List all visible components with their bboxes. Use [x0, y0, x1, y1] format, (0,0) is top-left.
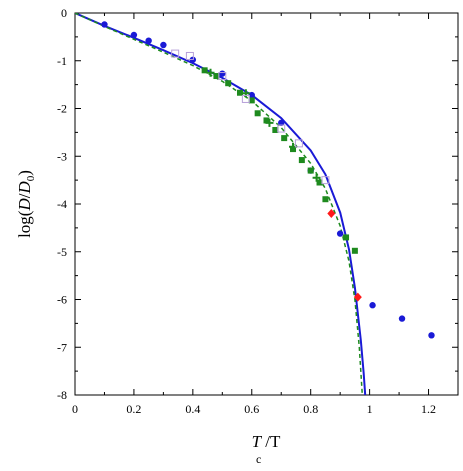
x-tick-label: 0.8: [303, 402, 318, 416]
y-tick-label: -6: [57, 293, 67, 307]
circle-marker: [160, 41, 167, 49]
square-marker: [263, 117, 270, 124]
y-tick-label: -2: [57, 102, 67, 116]
square-marker: [316, 179, 323, 186]
circle-marker: [145, 37, 152, 44]
x-tick-label: 1.2: [421, 402, 436, 416]
square-marker: [343, 234, 350, 241]
square-marker: [322, 196, 329, 203]
y-axis-title-d: D: [15, 198, 34, 212]
diamond-marker: [353, 292, 362, 302]
circle-marker: [101, 21, 108, 28]
circle-marker: [336, 230, 344, 237]
solid-fit-curve: [75, 13, 367, 395]
y-axis-title-post: ): [15, 170, 34, 176]
circle-marker: [428, 332, 435, 339]
square-marker: [201, 67, 208, 74]
x-tick-label: 0.2: [126, 402, 141, 416]
open-square-marker: [241, 94, 250, 103]
square-marker: [298, 157, 305, 164]
plot-frame: [74, 12, 459, 396]
y-axis-title-slash: /: [15, 193, 34, 198]
x-axis-title-t: T: [252, 432, 263, 451]
y-tick-label: -8: [57, 388, 67, 402]
square-marker: [272, 126, 279, 133]
y-tick-label: -3: [57, 149, 67, 163]
x-axis-title-slash: /T: [261, 432, 281, 451]
plus-marker: [265, 118, 274, 127]
axis-ticks: 0 0.2 0.4 0.6 0.8 1 1.2 0 -1 -2 -3 -4 -5 -6 -7 -8: [57, 6, 459, 416]
open-square-marker: [218, 72, 227, 81]
plus-marker: [206, 68, 215, 77]
x-tick-label: 0.4: [185, 402, 200, 416]
x-axis-title-subscript: c: [256, 452, 261, 466]
circle-marker: [248, 91, 255, 99]
y-tick-label: -5: [57, 245, 67, 259]
x-tick-label: 0.6: [244, 402, 259, 416]
circle-marker: [369, 302, 376, 309]
fit-curves: [75, 13, 367, 395]
square-marker: [225, 80, 232, 87]
y-axis-title-subscript: 0: [25, 175, 37, 181]
circle-marker: [219, 70, 226, 77]
x-tick-label: 0: [72, 402, 78, 416]
circle-marker: [278, 119, 285, 127]
open-square-marker: [294, 139, 303, 148]
square-marker: [248, 97, 255, 104]
square-marker: [236, 89, 243, 96]
y-tick-label: -7: [57, 340, 67, 354]
open-square-marker: [171, 49, 180, 58]
y-axis-title-pre: log(: [15, 210, 34, 238]
diamond-marker: [327, 209, 336, 219]
open-square-marker: [277, 124, 286, 133]
square-marker: [307, 167, 314, 174]
open-square-marker: [321, 176, 330, 185]
square-marker: [254, 110, 261, 117]
y-tick-label: 0: [61, 6, 67, 20]
circle-marker: [130, 31, 138, 39]
square-marker: [351, 247, 358, 254]
data-points: [101, 21, 435, 339]
dashed-fit-curve: [75, 13, 364, 395]
x-tick-label: 1: [367, 402, 373, 416]
y-axis-title-d0: D: [15, 181, 34, 195]
y-tick-label: -1: [57, 54, 67, 68]
plus-marker: [312, 173, 321, 182]
open-square-marker: [185, 51, 194, 60]
y-tick-label: -4: [57, 197, 67, 211]
x-axis-title: T /T: [252, 432, 281, 451]
square-marker: [213, 73, 220, 80]
circle-marker: [398, 315, 406, 322]
square-marker: [281, 135, 288, 142]
svg-text:log(D/D0): log(D/D0): [15, 170, 37, 238]
y-axis-title: log(D/D0): [15, 170, 37, 238]
